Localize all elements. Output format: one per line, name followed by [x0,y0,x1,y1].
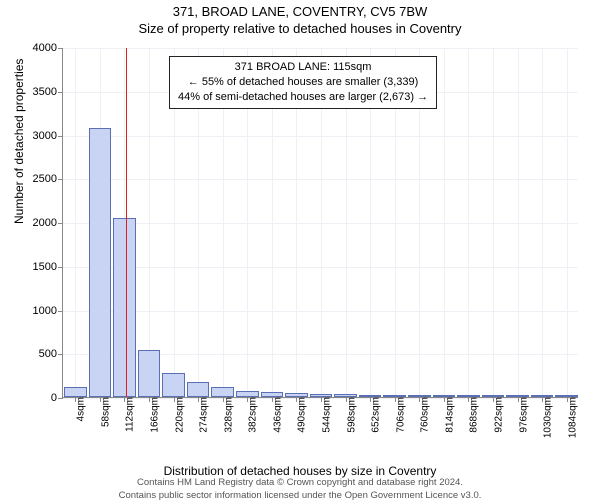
xtick-label: 652sqm [367,397,382,433]
gridline-v [444,48,445,397]
xtick-label: 58sqm [96,397,111,427]
xtick-label: 490sqm [293,397,308,433]
histogram-bar [113,218,136,397]
xtick-label: 382sqm [244,397,259,433]
xtick-label: 976sqm [514,397,529,433]
plot-area: 050010001500200025003000350040004sqm58sq… [62,48,578,398]
histogram-bar [64,387,87,398]
footer-line-2: Contains public sector information licen… [0,490,600,502]
xtick-label: 274sqm [195,397,210,433]
xtick-label: 1030sqm [539,397,554,438]
ytick-label: 4000 [33,42,63,54]
xtick-label: 436sqm [268,397,283,433]
histogram-bar [211,387,234,397]
annotation-line-1: 371 BROAD LANE: 115sqm [178,60,428,75]
xtick-label: 1084sqm [563,397,578,438]
xtick-label: 868sqm [465,397,480,433]
ytick-label: 2500 [33,173,63,185]
ytick-label: 2000 [33,217,63,229]
histogram-bar [187,382,210,397]
footer: Contains HM Land Registry data © Crown c… [0,477,600,502]
y-axis-title: Number of detached properties [12,59,26,224]
gridline-v [518,48,519,397]
x-axis-title: Distribution of detached houses by size … [0,464,600,478]
ytick-label: 3500 [33,86,63,98]
xtick-label: 706sqm [391,397,406,433]
reference-line [126,48,127,397]
xtick-label: 760sqm [416,397,431,433]
xtick-label: 166sqm [146,397,161,433]
ytick-label: 1500 [33,261,63,273]
page-title: 371, BROAD LANE, COVENTRY, CV5 7BW [0,4,600,19]
xtick-label: 814sqm [440,397,455,433]
gridline-v [567,48,568,397]
ytick-label: 3000 [33,130,63,142]
histogram-bar [89,128,112,398]
ytick-label: 1000 [33,305,63,317]
xtick-label: 598sqm [342,397,357,433]
ytick-label: 500 [39,348,63,360]
xtick-label: 544sqm [318,397,333,433]
gridline-v [468,48,469,397]
annotation-line-2: ← 55% of detached houses are smaller (3,… [178,75,428,90]
annotation-line-3: 44% of semi-detached houses are larger (… [178,90,428,105]
gridline-v [493,48,494,397]
gridline-v [75,48,76,397]
xtick-label: 922sqm [490,397,505,433]
chart-container: 050010001500200025003000350040004sqm58sq… [62,48,578,430]
gridline-v [542,48,543,397]
histogram-bar [138,350,161,397]
xtick-label: 4sqm [72,397,87,421]
xtick-label: 220sqm [170,397,185,433]
annotation-box: 371 BROAD LANE: 115sqm ← 55% of detached… [169,56,437,109]
ytick-label: 0 [51,392,63,404]
footer-line-1: Contains HM Land Registry data © Crown c… [0,477,600,489]
page-subtitle: Size of property relative to detached ho… [0,21,600,36]
histogram-bar [162,373,185,398]
gridline-v [149,48,150,397]
xtick-label: 112sqm [121,397,136,432]
xtick-label: 328sqm [219,397,234,433]
